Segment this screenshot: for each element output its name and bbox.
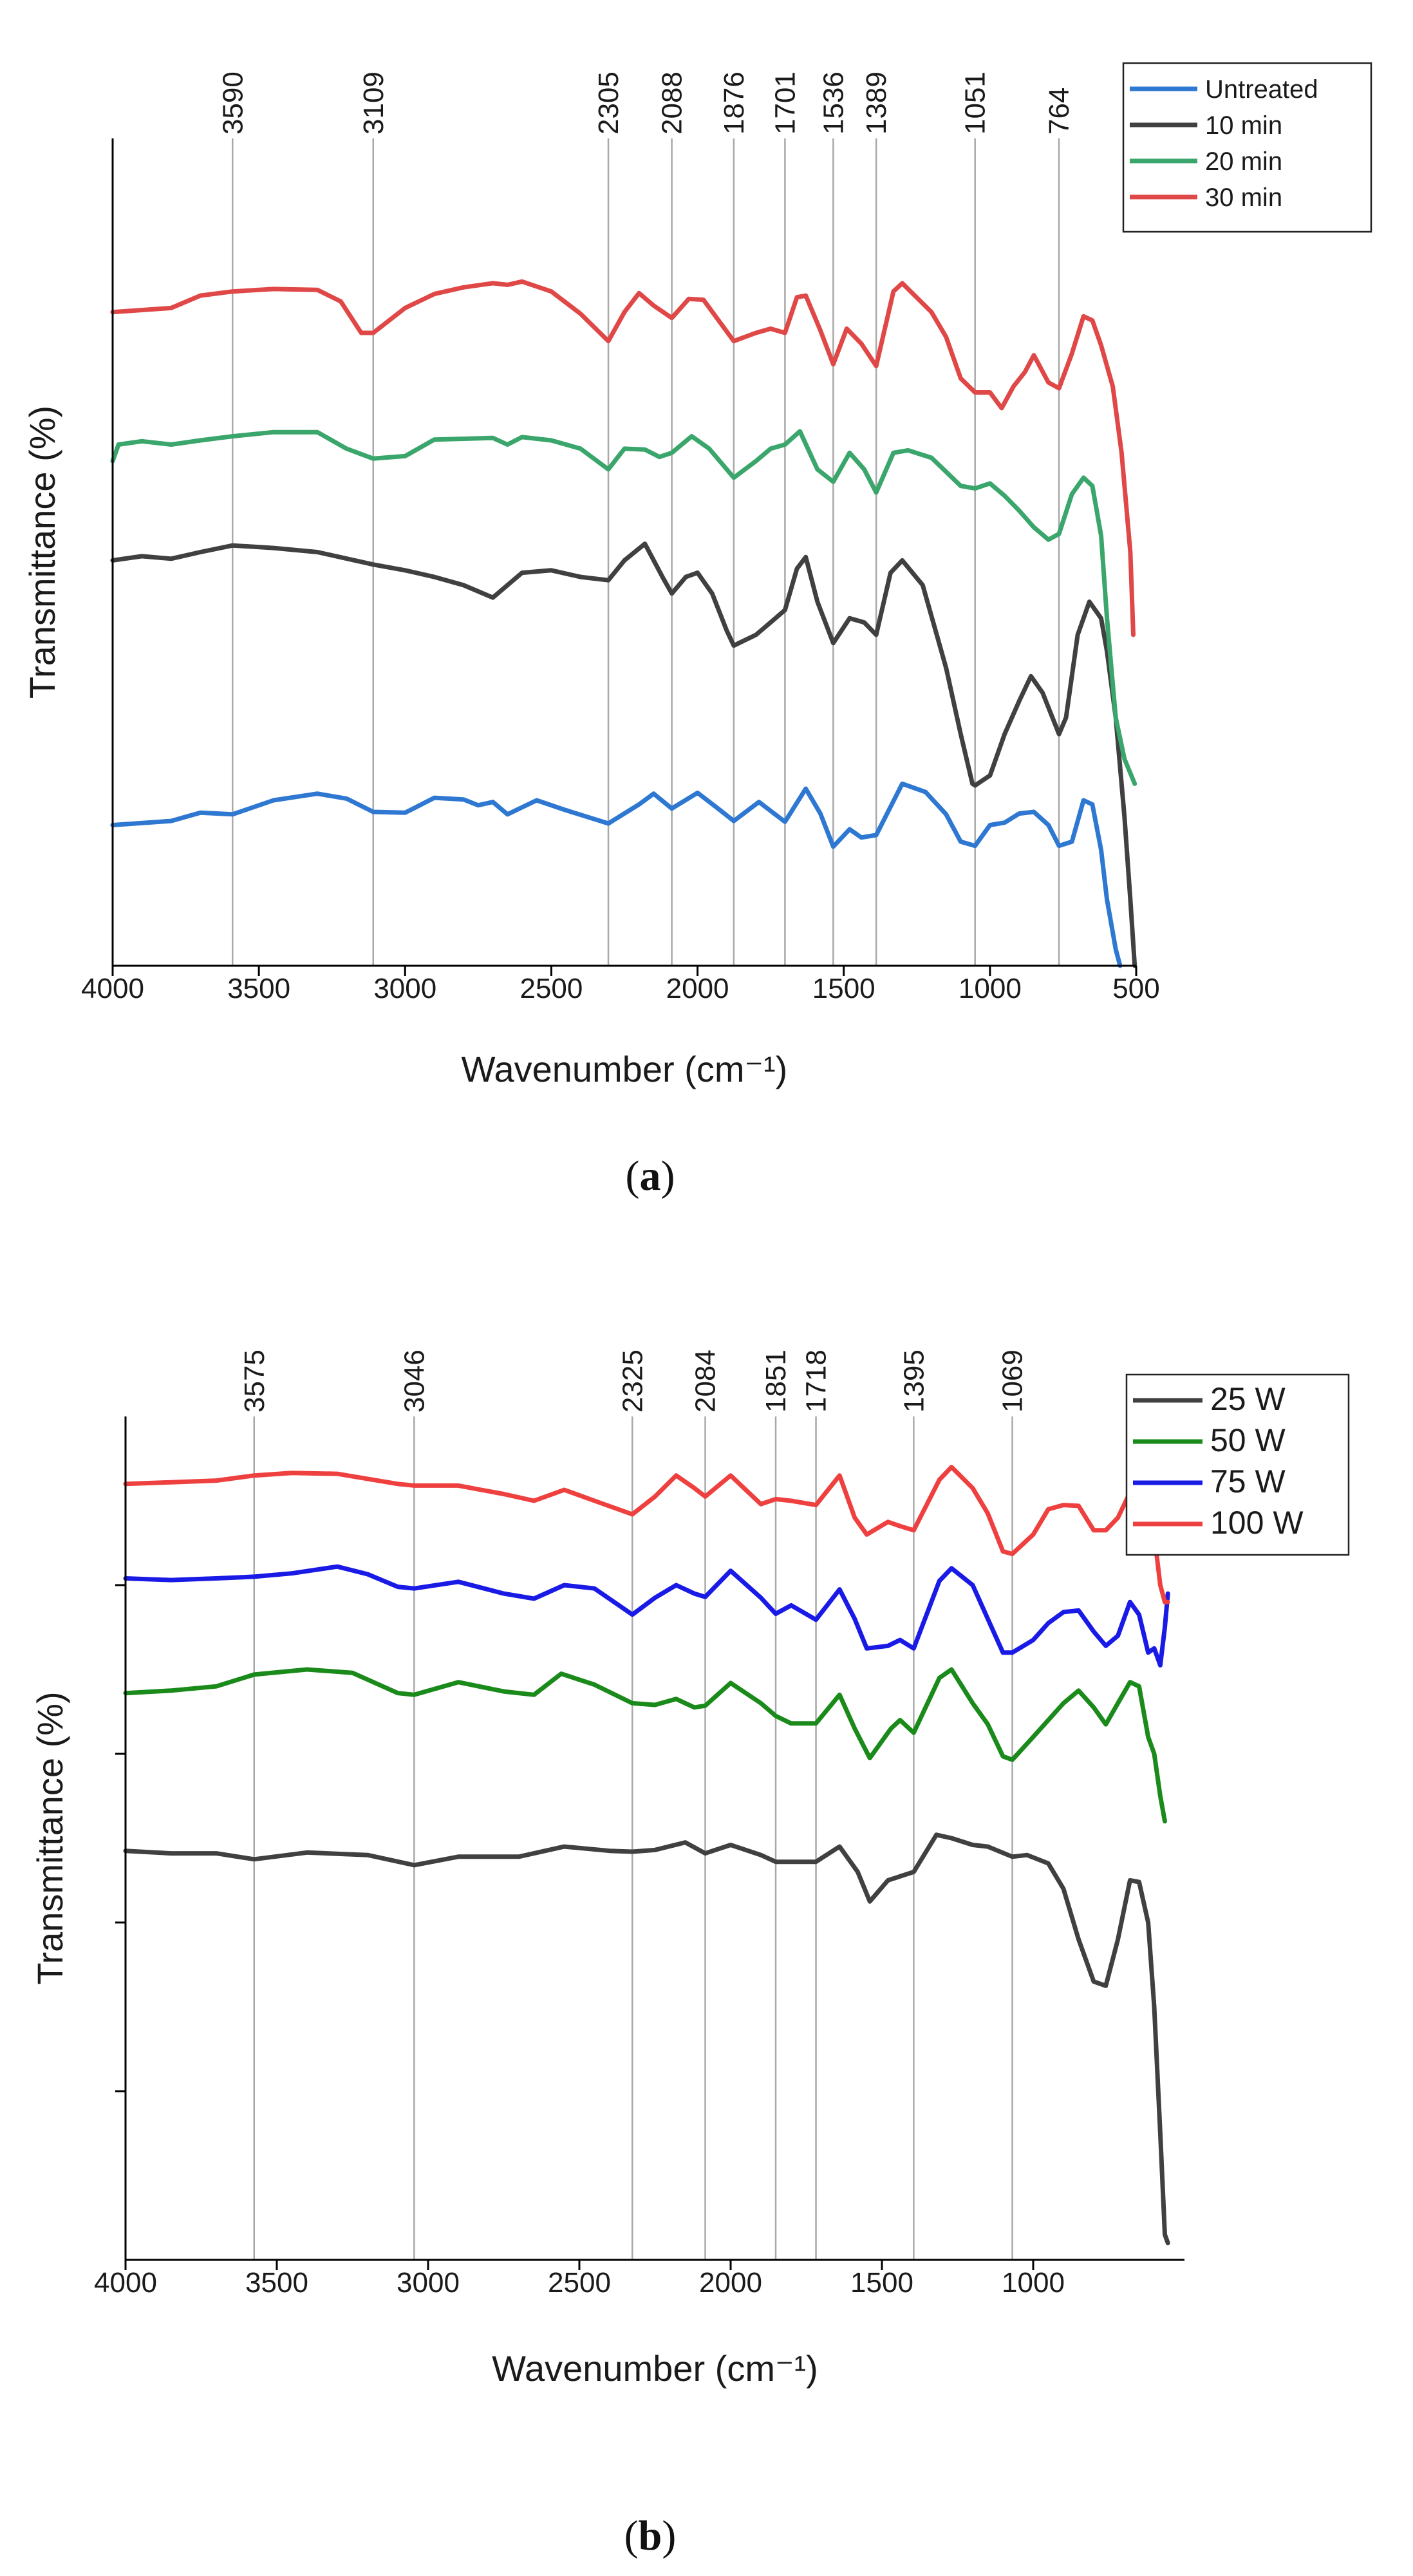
peak-label: 1389 <box>861 71 892 135</box>
legend: Untreated 10 min 20 min 30 min <box>1122 62 1372 233</box>
x-tick-label: 2500 <box>548 2267 611 2299</box>
x-tick-label: 3500 <box>245 2267 308 2299</box>
x-axis-title: Wavenumber (cm⁻¹) <box>462 1049 788 1089</box>
peak-label: 1701 <box>769 71 801 135</box>
legend-label: 25 W <box>1210 1381 1286 1417</box>
x-tick-label: 3000 <box>397 2267 460 2299</box>
series-line-untreated <box>110 781 1123 968</box>
x-tick-label: 2000 <box>666 973 729 1004</box>
x-tick-label: 500 <box>1112 973 1159 1004</box>
peak-label: 1069 <box>997 1349 1029 1413</box>
x-tick-label: 1500 <box>812 973 875 1004</box>
panel-caption: (a) <box>626 1152 675 1199</box>
x-tick-label: 3500 <box>227 973 290 1004</box>
peak-label: 3575 <box>239 1349 270 1413</box>
chart-panel-a: 3590 3109 2305 2088 1876 1701 1536 1389 1051 764 4… <box>22 62 1372 1199</box>
panel-caption: (b) <box>624 2512 677 2559</box>
y-axis-title: Transmittance (%) <box>30 1691 70 1984</box>
x-tick-label: 2500 <box>519 973 583 1004</box>
peak-label: 1718 <box>801 1349 832 1413</box>
peak-label: 2325 <box>617 1349 648 1413</box>
peak-label: 3109 <box>358 71 389 135</box>
x-tick-label: 3000 <box>373 973 436 1004</box>
caption-open: ( <box>626 1152 640 1199</box>
peak-label: 3590 <box>217 71 248 135</box>
series-line-100-w <box>123 1465 1170 1604</box>
x-tick-label: 1000 <box>1002 2267 1065 2299</box>
peak-label: 1395 <box>898 1349 930 1413</box>
legend-label: Untreated <box>1205 75 1318 104</box>
peak-label: 2305 <box>593 71 624 135</box>
caption-letter: a <box>640 1152 661 1199</box>
peak-label: 764 <box>1043 88 1075 135</box>
x-tick-label: 1000 <box>959 973 1022 1004</box>
peak-label: 1051 <box>960 71 991 135</box>
peak-label: 2088 <box>657 71 688 135</box>
series-line-25-w <box>123 1832 1170 2246</box>
x-tick-label: 4000 <box>81 973 144 1004</box>
peak-label: 1851 <box>760 1349 792 1413</box>
legend-label: 50 W <box>1210 1422 1286 1458</box>
peak-label: 2084 <box>690 1349 722 1413</box>
caption-open: ( <box>624 2512 639 2559</box>
series-line-10-min <box>110 541 1137 968</box>
x-tick-label: 2000 <box>699 2267 762 2299</box>
y-axis-title: Transmittance (%) <box>22 406 62 699</box>
series-line-30-min <box>110 279 1136 637</box>
x-axis-title: Wavenumber (cm⁻¹) <box>492 2348 818 2389</box>
x-tick-label: 1500 <box>850 2267 913 2299</box>
series-line-50-w <box>123 1667 1167 1824</box>
caption-close: ) <box>661 1152 675 1199</box>
legend-box <box>1122 62 1372 233</box>
legend-label: 30 min <box>1205 183 1282 212</box>
legend-label: 10 min <box>1205 111 1282 140</box>
x-tick-label: 4000 <box>94 2267 157 2299</box>
legend-label: 100 W <box>1210 1505 1304 1541</box>
legend-label: 75 W <box>1210 1463 1286 1500</box>
caption-close: ) <box>662 2512 676 2559</box>
legend-label: 20 min <box>1205 147 1282 176</box>
peak-label: 1876 <box>718 71 750 135</box>
caption-letter: b <box>639 2512 662 2559</box>
peak-label: 3046 <box>398 1349 430 1413</box>
series-line-20-min <box>110 429 1137 786</box>
peak-label: 1536 <box>818 71 849 135</box>
chart-panel-b: 3575 3046 2325 2084 1851 1718 1395 1069 4000 3500… <box>30 1349 1350 2559</box>
series-line-75-w <box>123 1564 1170 1668</box>
legend: 25 W 50 W 75 W 100 W <box>1125 1373 1350 1556</box>
